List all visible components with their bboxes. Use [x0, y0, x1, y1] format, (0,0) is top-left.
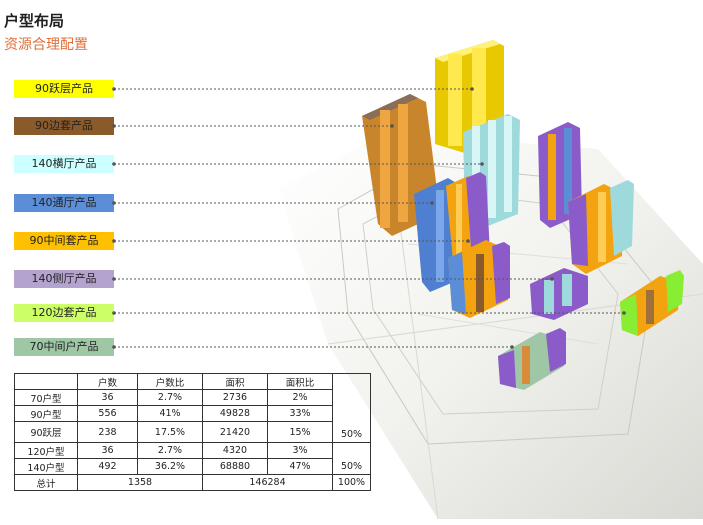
table-cell: 140户型 — [14, 458, 78, 475]
page-title: 户型布局 — [4, 12, 65, 30]
table-cell: 90户型 — [14, 405, 78, 422]
table-cell: 41% — [137, 405, 203, 422]
legend-140-horizontal-hall: 140横厅产品 — [14, 155, 114, 173]
table-cell: 90跃层 — [14, 421, 78, 443]
table-cell-group-ratio-2: 50% — [332, 442, 371, 475]
table-row: 90户型 556 41% 49828 33% — [14, 405, 371, 422]
table-cell: 36.2% — [137, 458, 203, 475]
table-header-cell: 户数比 — [137, 373, 203, 390]
unit-stats-table: 户数 户数比 面积 面积比 70户型 36 2.7% 2736 2% 50% 9… — [14, 373, 371, 491]
table-cell: 492 — [77, 458, 138, 475]
page-subtitle: 资源合理配置 — [4, 37, 88, 53]
legend-120-end-unit: 120边套产品 — [14, 304, 114, 322]
table-cell: 70户型 — [14, 389, 78, 406]
table-header-cell: 户数 — [77, 373, 138, 390]
table-header-cell: 面积 — [202, 373, 268, 390]
legend-140-side-hall: 140侧厅产品 — [14, 270, 114, 288]
table-header-cell — [332, 373, 371, 390]
table-cell-total-area-ratio: 100% — [332, 474, 371, 491]
table-cell: 3% — [267, 442, 333, 459]
table-cell: 4320 — [202, 442, 268, 459]
table-row: 90跃层 238 17.5% 21420 15% — [14, 421, 371, 443]
table-cell: 15% — [267, 421, 333, 443]
table-cell: 2736 — [202, 389, 268, 406]
table-cell-total-area: 146284 — [202, 474, 333, 491]
table-header-row: 户数 户数比 面积 面积比 — [14, 373, 371, 390]
building-140-side-hall-b — [530, 268, 588, 320]
table-header-cell: 面积比 — [267, 373, 333, 390]
table-cell: 49828 — [202, 405, 268, 422]
table-cell: 2% — [267, 389, 333, 406]
table-cell: 120户型 — [14, 442, 78, 459]
table-row: 140户型 492 36.2% 68880 47% — [14, 458, 371, 475]
table-cell: 238 — [77, 421, 138, 443]
table-cell: 33% — [267, 405, 333, 422]
legend-90-duplex: 90跃层产品 — [14, 80, 114, 98]
table-cell-group-ratio-1: 50% — [332, 389, 371, 443]
legend-70-middle-unit: 70中间户产品 — [14, 338, 114, 356]
building-70-middle-unit — [498, 328, 566, 390]
table-cell-total-households: 1358 — [77, 474, 203, 491]
table-cell: 2.7% — [137, 442, 203, 459]
table-cell: 47% — [267, 458, 333, 475]
table-cell: 556 — [77, 405, 138, 422]
table-cell: 17.5% — [137, 421, 203, 443]
table-total-row: 总计 1358 146284 100% — [14, 474, 371, 491]
table-header-cell — [14, 373, 78, 390]
building-140-through-hall-b — [568, 180, 634, 274]
table-cell: 68880 — [202, 458, 268, 475]
building-120-end-unit — [620, 270, 684, 336]
site-model-illustration — [278, 40, 703, 519]
legend-140-through-hall: 140通厅产品 — [14, 194, 114, 212]
table-row: 120户型 36 2.7% 4320 3% 50% — [14, 442, 371, 475]
table-cell: 21420 — [202, 421, 268, 443]
table-cell: 36 — [77, 389, 138, 406]
table-row: 70户型 36 2.7% 2736 2% 50% — [14, 389, 371, 443]
table-cell: 总计 — [14, 474, 78, 491]
table-cell: 36 — [77, 442, 138, 459]
table-cell: 2.7% — [137, 389, 203, 406]
legend-90-end-unit: 90边套产品 — [14, 117, 114, 135]
legend-90-middle-unit: 90中间套产品 — [14, 232, 114, 250]
